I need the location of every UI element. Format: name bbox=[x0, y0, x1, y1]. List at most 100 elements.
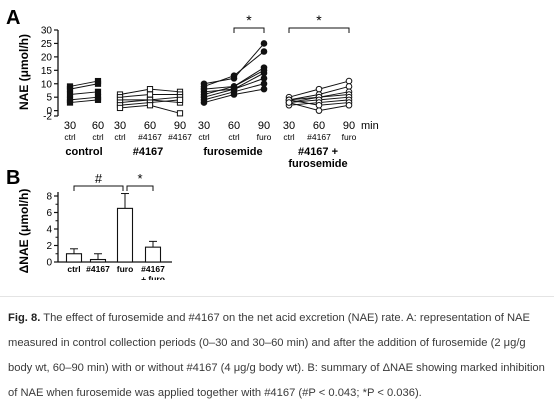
data-point bbox=[66, 91, 74, 98]
panel-a-y-tick-label: -2 bbox=[43, 112, 52, 123]
x-sub-label: furo bbox=[257, 132, 272, 142]
x-tick-label: 60 bbox=[228, 120, 240, 132]
bar bbox=[65, 253, 83, 263]
panel-a-chart: NAE (μmol/h) 302520151050-230ctrl60ctrl3… bbox=[17, 12, 357, 142]
panel-a-ylabel: NAE (μmol/h) bbox=[17, 34, 31, 110]
series-line bbox=[69, 99, 99, 104]
group-2-series bbox=[200, 40, 268, 106]
data-point bbox=[260, 85, 268, 93]
panel-b-y-tick-label: 2 bbox=[46, 241, 52, 252]
bar bbox=[144, 246, 162, 263]
caption-divider bbox=[0, 296, 554, 297]
bar-category-label: #4167 bbox=[141, 264, 165, 274]
panel-b-y-tick-label: 0 bbox=[46, 258, 52, 269]
series-line bbox=[69, 96, 99, 101]
x-tick-label: 30 bbox=[114, 120, 126, 132]
panel-b-y-tick-label: 8 bbox=[46, 192, 52, 203]
x-sub-label: #4167 bbox=[307, 132, 331, 142]
data-point bbox=[176, 96, 184, 103]
x-sub-label: #4167 bbox=[168, 132, 192, 142]
x-sub-label: ctrl bbox=[283, 132, 294, 142]
caption-label: Fig. 8. bbox=[8, 312, 41, 324]
significance-bracket bbox=[126, 185, 154, 191]
data-point bbox=[260, 75, 268, 82]
bar-category-label: ctrl bbox=[67, 264, 80, 274]
bar bbox=[116, 207, 134, 263]
x-sub-label: ctrl bbox=[198, 132, 209, 142]
series-line bbox=[69, 83, 99, 90]
data-point bbox=[94, 88, 102, 95]
group-0-series bbox=[66, 77, 102, 106]
data-point bbox=[345, 77, 353, 85]
figure-svg: A B NAE (μmol/h) 302520151050-230ctrl60c… bbox=[6, 7, 379, 280]
panel-b-label: B bbox=[6, 167, 20, 189]
group-3-series bbox=[285, 77, 353, 114]
x-sub-label: ctrl bbox=[64, 132, 75, 142]
data-point bbox=[285, 99, 293, 106]
data-point bbox=[146, 91, 154, 98]
panel-b-y-tick-label: 6 bbox=[46, 208, 52, 219]
data-point bbox=[345, 83, 353, 90]
data-point bbox=[260, 67, 268, 74]
series-line bbox=[69, 91, 99, 95]
data-point bbox=[94, 96, 102, 103]
significance-bracket bbox=[288, 27, 350, 33]
bar-category-label: #4167 bbox=[86, 264, 110, 274]
x-sub-label: ctrl bbox=[92, 132, 103, 142]
x-sub-label: ctrl bbox=[114, 132, 125, 142]
bar-category-label: furo bbox=[117, 264, 134, 274]
data-point bbox=[94, 80, 102, 87]
figure-caption: Fig. 8. The effect of furosemide and #41… bbox=[8, 306, 548, 406]
data-point bbox=[260, 48, 268, 55]
panel-a-y-tick-label: 0 bbox=[46, 106, 52, 117]
caption-text: The effect of furosemide and #4167 on th… bbox=[8, 312, 545, 399]
group-label-4167-furo-1: #4167 + bbox=[298, 146, 338, 158]
x-sub-label: #4167 bbox=[138, 132, 162, 142]
series-line bbox=[69, 80, 99, 87]
significance-bracket bbox=[73, 185, 124, 191]
data-point bbox=[116, 104, 124, 112]
data-point bbox=[176, 110, 184, 117]
data-point bbox=[315, 107, 323, 114]
significance-label: * bbox=[137, 171, 142, 186]
x-tick-label: 60 bbox=[92, 120, 104, 132]
x-tick-label: 90 bbox=[343, 120, 355, 132]
significance-label: # bbox=[95, 171, 103, 186]
panel-a-y-tick-label: 10 bbox=[41, 79, 53, 90]
x-tick-label: 60 bbox=[313, 120, 325, 132]
panel-a-y-tick-label: 5 bbox=[46, 93, 52, 104]
data-point bbox=[146, 102, 154, 109]
panel-b-ylabel: ΔNAE (μmol/h) bbox=[17, 189, 31, 274]
panel-a-y-tick-label: 25 bbox=[41, 39, 53, 50]
significance-label: * bbox=[316, 12, 322, 28]
group-label-4167: #4167 bbox=[133, 146, 164, 158]
significance-label: * bbox=[246, 12, 252, 28]
group-label-furosemide: furosemide bbox=[203, 146, 262, 158]
group-label-control: control bbox=[65, 146, 102, 158]
panel-b-y-tick-label: 4 bbox=[46, 225, 52, 236]
panel-a-y-tick-label: 15 bbox=[41, 66, 53, 77]
x-tick-label: 30 bbox=[283, 120, 295, 132]
data-point bbox=[315, 101, 323, 109]
data-point bbox=[315, 85, 323, 93]
x-sub-label: furo bbox=[342, 132, 357, 142]
x-tick-label: 30 bbox=[64, 120, 76, 132]
bar bbox=[89, 258, 107, 263]
x-unit-min: min bbox=[361, 120, 379, 132]
data-point bbox=[230, 91, 238, 98]
data-point bbox=[260, 80, 268, 88]
panel-a-y-tick-label: 20 bbox=[41, 52, 53, 63]
panel-a-label: A bbox=[6, 7, 20, 29]
bar-category-label: + furo bbox=[141, 274, 165, 280]
data-point bbox=[230, 72, 238, 79]
x-tick-label: 90 bbox=[258, 120, 270, 132]
panel-a-y-tick-label: 30 bbox=[41, 26, 53, 37]
group-1-series bbox=[116, 86, 184, 117]
data-point bbox=[200, 99, 208, 106]
x-tick-label: 90 bbox=[174, 120, 186, 132]
x-tick-label: 30 bbox=[198, 120, 210, 132]
data-point bbox=[66, 99, 74, 106]
data-point bbox=[345, 101, 353, 109]
